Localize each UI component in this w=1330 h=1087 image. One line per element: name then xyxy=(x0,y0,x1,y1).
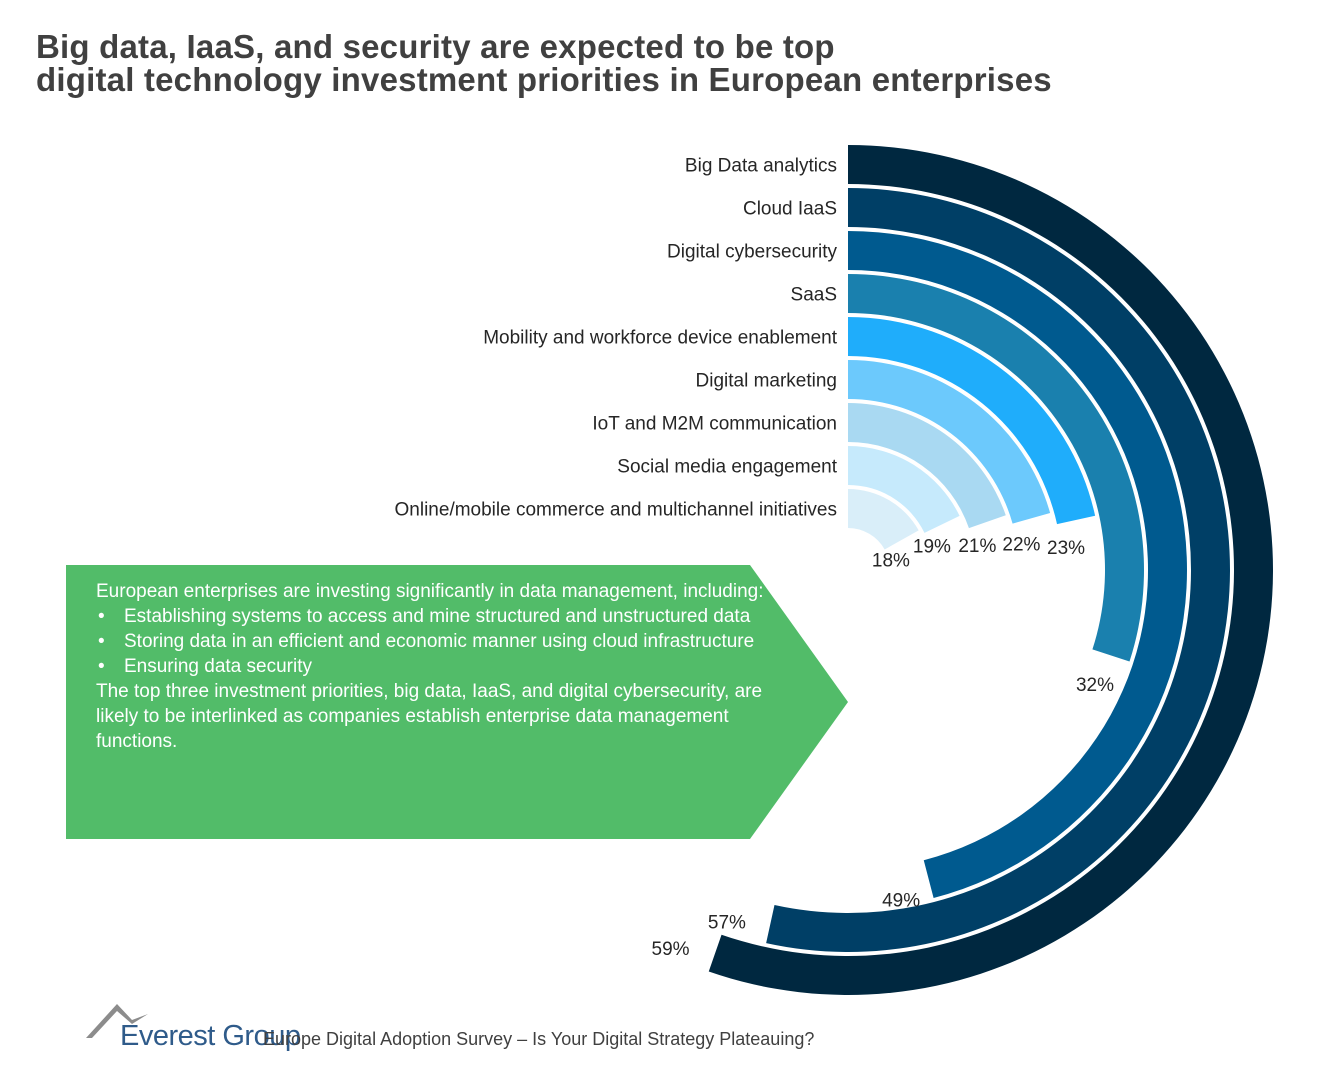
chart-title: Big data, IaaS, and security are expecte… xyxy=(36,30,1296,96)
value-label: 19% xyxy=(913,537,951,558)
value-label: 18% xyxy=(872,550,910,571)
value-label: 32% xyxy=(1076,675,1114,696)
value-label: 57% xyxy=(708,912,746,933)
value-label: 21% xyxy=(958,536,996,557)
radial-bar-8 xyxy=(848,446,960,533)
radial-bar-6 xyxy=(848,360,1051,524)
callout-text: European enterprises are investing signi… xyxy=(96,579,776,754)
category-label: Mobility and workforce device enablement xyxy=(483,328,838,349)
radial-bar-7 xyxy=(848,403,1006,529)
callout-intro: European enterprises are investing signi… xyxy=(96,581,764,602)
insight-callout: European enterprises are investing signi… xyxy=(66,565,848,839)
value-label: 49% xyxy=(882,890,920,911)
title-line-2: digital technology investment priorities… xyxy=(36,61,1052,98)
category-label: Social media engagement xyxy=(617,457,837,478)
footer: Everest Group Europe Digital Adoption Su… xyxy=(86,1000,986,1060)
category-label: Cloud IaaS xyxy=(743,199,837,220)
value-label: 23% xyxy=(1047,538,1085,559)
radial-bar-5 xyxy=(848,317,1096,525)
category-label: IoT and M2M communication xyxy=(592,414,837,435)
callout-bullet: Ensuring data security xyxy=(96,654,776,679)
radial-bar-3 xyxy=(848,231,1188,899)
brand-logo: Everest Group xyxy=(120,1020,301,1052)
title-line-1: Big data, IaaS, and security are expecte… xyxy=(36,28,835,65)
value-label: 59% xyxy=(652,939,690,960)
callout-bullet-list: Establishing systems to access and mine … xyxy=(96,604,776,679)
callout-bullet: Establishing systems to access and mine … xyxy=(96,604,776,629)
category-label: Big Data analytics xyxy=(685,156,837,177)
footer-subtitle: Europe Digital Adoption Survey – Is Your… xyxy=(263,1029,815,1049)
category-label: SaaS xyxy=(791,285,837,306)
category-label: Online/mobile commerce and multichannel … xyxy=(395,500,837,521)
callout-bullet: Storing data in an efficient and economi… xyxy=(96,629,776,654)
callout-conclusion: The top three investment priorities, big… xyxy=(96,681,763,752)
everest-mountain-icon xyxy=(86,1004,148,1038)
radial-bar-9 xyxy=(848,489,919,550)
category-label: Digital cybersecurity xyxy=(667,242,837,263)
value-label: 22% xyxy=(1002,534,1040,555)
radial-bar-4 xyxy=(848,274,1144,662)
category-label: Digital marketing xyxy=(696,371,838,392)
